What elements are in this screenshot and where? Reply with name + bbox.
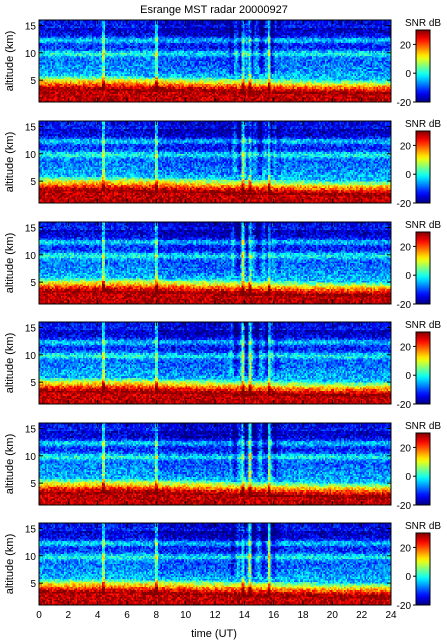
colorbar (415, 331, 431, 405)
y-tick-label: 15 (25, 21, 37, 32)
colorbar-tick-label: 0 (405, 170, 411, 181)
colorbar-tick-label: 0 (405, 271, 411, 282)
heatmap-image (39, 322, 391, 404)
colorbar (415, 29, 431, 103)
colorbar-tick-label: -20 (397, 98, 412, 109)
radar-panel-3: 5 10 15 altitude (km) SNR dB -20 0 20 (4, 220, 441, 311)
x-tick-label: 2 (66, 610, 72, 621)
y-tick-label: 5 (30, 278, 36, 289)
x-tick-label: 6 (124, 610, 130, 621)
radar-panel-2: 5 10 15 altitude (km) SNR dB -20 0 20 (4, 119, 441, 210)
colorbar-label: SNR dB (405, 421, 441, 432)
y-tick-label: 15 (25, 122, 37, 133)
y-tick-label: 15 (25, 524, 37, 535)
colorbar-tick-label: 0 (405, 572, 411, 583)
colorbar (415, 231, 431, 305)
colorbar-tick-label: 0 (405, 69, 411, 80)
y-axis-label: altitude (km) (4, 132, 16, 193)
colorbar (415, 432, 431, 506)
radar-panel-1: 5 10 15 altitude (km) SNR dB -20 0 20 (4, 18, 441, 109)
x-tick-label: 4 (95, 610, 101, 621)
x-tick-label: 20 (327, 610, 339, 621)
y-tick-label: 5 (30, 378, 36, 389)
colorbar-tick-label: 20 (400, 141, 412, 152)
y-tick-label: 10 (25, 150, 37, 161)
colorbar-tick-label: 20 (400, 242, 412, 253)
colorbar-tick-label: -20 (397, 501, 412, 512)
x-tick-label: 24 (385, 610, 397, 621)
y-tick-label: 5 (30, 579, 36, 590)
heatmap-image (39, 222, 391, 304)
colorbar (415, 532, 431, 606)
heatmap-image (39, 423, 391, 505)
colorbar-tick-label: -20 (397, 300, 412, 311)
chart-title: Esrange MST radar 20000927 (140, 4, 288, 16)
colorbar-tick-label: 0 (405, 472, 411, 483)
heatmap-image (39, 20, 391, 102)
y-tick-label: 10 (25, 552, 37, 563)
colorbar-tick-label: 20 (400, 443, 412, 454)
y-tick-label: 10 (25, 452, 37, 463)
x-tick-label: 12 (209, 610, 221, 621)
colorbar-label: SNR dB (405, 18, 441, 29)
colorbar-tick-label: 0 (405, 371, 411, 382)
y-tick-label: 10 (25, 49, 37, 60)
colorbar (415, 130, 431, 204)
x-tick-label: 22 (356, 610, 368, 621)
y-tick-label: 5 (30, 479, 36, 490)
colorbar-label: SNR dB (405, 521, 441, 532)
y-tick-label: 10 (25, 251, 37, 262)
colorbar-tick-label: 20 (400, 543, 412, 554)
radar-panel-5: 5 10 15 altitude (km) SNR dB -20 0 20 (4, 421, 441, 512)
y-tick-label: 5 (30, 177, 36, 188)
y-tick-label: 15 (25, 323, 37, 334)
x-tick-label: 0 (36, 610, 42, 621)
y-axis-label: altitude (km) (4, 31, 16, 92)
y-axis-label: altitude (km) (4, 333, 16, 394)
y-tick-label: 10 (25, 351, 37, 362)
colorbar-tick-label: 20 (400, 40, 412, 51)
heatmap-image (39, 523, 391, 605)
colorbar-tick-label: -20 (397, 601, 412, 612)
y-axis-label: altitude (km) (4, 434, 16, 495)
y-axis-label: altitude (km) (4, 534, 16, 595)
colorbar-tick-label: -20 (397, 400, 412, 411)
y-axis-label: altitude (km) (4, 233, 16, 294)
heatmap-image (39, 121, 391, 203)
colorbar-tick-label: -20 (397, 199, 412, 210)
colorbar-label: SNR dB (405, 320, 441, 331)
x-tick-label: 8 (154, 610, 160, 621)
y-tick-label: 5 (30, 76, 36, 87)
radar-panel-4: 5 10 15 altitude (km) SNR dB -20 0 20 (4, 320, 441, 411)
y-tick-label: 15 (25, 424, 37, 435)
colorbar-tick-label: 20 (400, 342, 412, 353)
x-tick-label: 16 (268, 610, 280, 621)
colorbar-label: SNR dB (405, 220, 441, 231)
x-axis-label: time (UT) (191, 628, 237, 640)
colorbar-label: SNR dB (405, 119, 441, 130)
x-tick-label: 10 (180, 610, 192, 621)
x-tick-label: 14 (239, 610, 251, 621)
y-tick-label: 15 (25, 223, 37, 234)
x-tick-label: 18 (297, 610, 309, 621)
